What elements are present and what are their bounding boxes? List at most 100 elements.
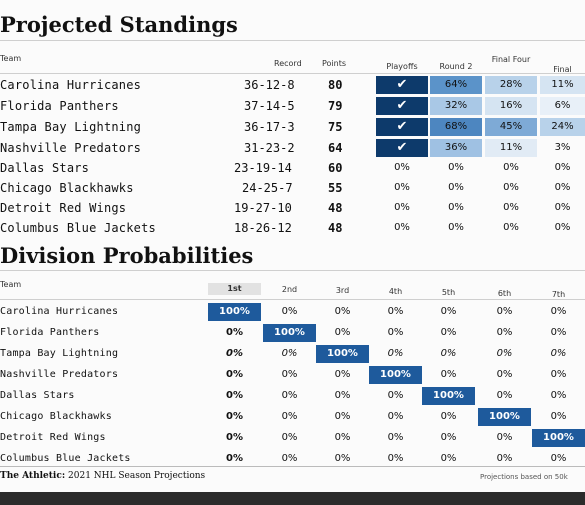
round2-value: 0% — [448, 222, 464, 233]
probability-value: 0% — [334, 411, 351, 422]
round2-cell — [430, 118, 482, 136]
record: 23-19-14 — [234, 161, 292, 175]
probability-value: 0% — [387, 411, 404, 422]
probability-value: 0% — [281, 453, 298, 464]
playoffs-value: 0% — [394, 162, 410, 173]
team-name: Florida Panthers — [0, 327, 100, 338]
standings-header-round2: Round 2 — [439, 62, 473, 71]
playoffs-check-icon: ✔ — [396, 98, 408, 113]
probability-value: 0% — [550, 411, 567, 422]
final-cell — [540, 97, 585, 115]
round2-value: 0% — [448, 162, 464, 173]
probability-value: 0% — [440, 453, 457, 464]
final-value: 0% — [554, 182, 571, 193]
record: 36-17-3 — [244, 120, 295, 134]
probability-value: 100% — [543, 432, 574, 443]
highlight-cell — [263, 324, 316, 342]
probability-value: 100% — [219, 306, 250, 317]
team-name: Columbus Blue Jackets — [0, 221, 156, 235]
probability-value: 0% — [440, 327, 457, 338]
points: 60 — [328, 161, 343, 175]
round2-value: 32% — [444, 100, 468, 111]
final-value: 11% — [551, 79, 574, 90]
probability-value: 0% — [334, 327, 351, 338]
probability-value: 0% — [496, 306, 513, 317]
team-name: Nashville Predators — [0, 141, 142, 155]
round2-value: 0% — [448, 202, 464, 213]
playoffs-cell — [376, 118, 428, 136]
probability-value: 0% — [496, 432, 513, 443]
final-value: 24% — [551, 121, 574, 132]
points: 79 — [328, 99, 343, 113]
probability-value: 0% — [550, 306, 567, 317]
table-row: Columbus Blue Jackets 18-26-12 48 0% 0% … — [0, 218, 585, 238]
division-header-rule — [0, 299, 585, 300]
team-name: Detroit Red Wings — [0, 432, 106, 443]
division-header-3rd: 3rd — [335, 286, 350, 295]
team-name: Chicago Blackhawks — [0, 411, 112, 422]
table-row: Tampa Bay Lightning 36-17-3 75 ✔ 68% 45%… — [0, 117, 585, 137]
probability-value: 0% — [281, 432, 298, 443]
probability-value: 0% — [496, 453, 513, 464]
division-header-5th: 5th — [441, 288, 456, 297]
probability-value: 0% — [496, 369, 513, 380]
highlight-cell — [316, 345, 369, 363]
playoffs-check-icon: ✔ — [396, 119, 408, 134]
standings-header-team: Team — [0, 54, 22, 63]
playoffs-cell — [376, 76, 428, 94]
probability-value: 0% — [550, 327, 567, 338]
standings-header-points: Points — [322, 59, 347, 68]
record: 24-25-7 — [242, 181, 293, 195]
probability-value: 0% — [440, 348, 457, 359]
team-name: Carolina Hurricanes — [0, 78, 142, 92]
probability-value: 0% — [226, 348, 243, 359]
final-four-value: 16% — [499, 100, 523, 111]
final-four-cell — [485, 139, 537, 157]
probability-value: 0% — [496, 390, 513, 401]
projections-sheet: Projected Standings Team Record Points P… — [0, 0, 585, 492]
final-value: 0% — [554, 222, 571, 233]
table-row: Chicago Blackhawks 24-25-7 55 0% 0% 0% 0… — [0, 178, 585, 198]
final-four-value: 0% — [503, 202, 519, 213]
table-row: Carolina Hurricanes 100% 0% 0% 0% 0% 0% 0% — [0, 302, 585, 322]
probability-value: 0% — [226, 432, 243, 443]
table-row: Dallas Stars 0% 0% 0% 0% 100% 0% 0% — [0, 386, 585, 406]
probability-value: 0% — [281, 306, 298, 317]
final-four-value: 0% — [503, 182, 519, 193]
probability-value: 100% — [433, 390, 464, 401]
team-name: Chicago Blackhawks — [0, 181, 134, 195]
team-name: Florida Panthers — [0, 99, 119, 113]
probability-value: 100% — [489, 411, 520, 422]
final-four-cell — [485, 118, 537, 136]
highlight-cell — [422, 387, 475, 405]
division-header-team: Team — [0, 280, 22, 289]
highlight-cell — [532, 429, 585, 447]
highlight-cell — [369, 366, 422, 384]
division-header-2nd: 2nd — [281, 285, 298, 294]
footer-source-text: 2021 NHL Season Projections — [68, 471, 206, 481]
probability-value: 0% — [550, 390, 567, 401]
team-name: Tampa Bay Lightning — [0, 348, 119, 359]
standings-header-playoffs: Playoffs — [386, 62, 418, 71]
team-name: Detroit Red Wings — [0, 201, 127, 215]
probability-value: 0% — [550, 348, 567, 359]
team-name: Tampa Bay Lightning — [0, 120, 142, 134]
probability-value: 0% — [440, 306, 457, 317]
footer-brand: The Athletic: — [0, 471, 66, 481]
round2-value: 36% — [444, 142, 468, 153]
record: 18-26-12 — [234, 221, 292, 235]
table-row: Carolina Hurricanes 36-12-8 80 ✔ 64% 28%… — [0, 75, 585, 95]
playoffs-value: 0% — [394, 202, 410, 213]
footer-source: The Athletic: 2021 NHL Season Projection… — [0, 471, 205, 481]
points: 48 — [328, 201, 343, 215]
final-value: 0% — [554, 162, 571, 173]
record: 37-14-5 — [244, 99, 295, 113]
playoffs-value: 0% — [394, 222, 410, 233]
probability-value: 0% — [387, 390, 404, 401]
table-row: Florida Panthers 0% 100% 0% 0% 0% 0% 0% — [0, 323, 585, 343]
table-row: Nashville Predators 0% 0% 0% 100% 0% 0% 0% — [0, 365, 585, 385]
probability-value: 0% — [281, 390, 298, 401]
probability-value: 0% — [334, 390, 351, 401]
division-header-6th: 6th — [497, 289, 512, 298]
team-name: Columbus Blue Jackets — [0, 453, 131, 464]
